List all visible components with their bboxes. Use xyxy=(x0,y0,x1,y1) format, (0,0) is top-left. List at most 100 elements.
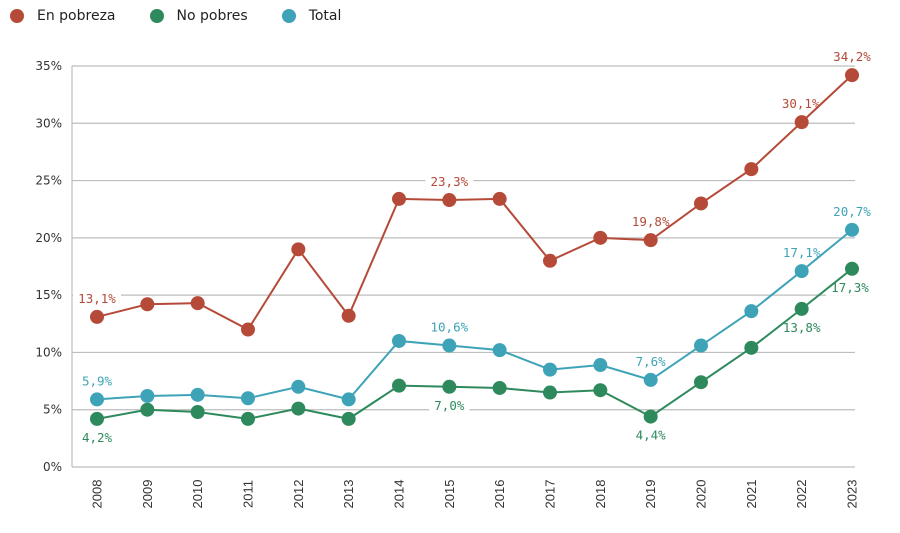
data-point-en-pobreza xyxy=(845,68,859,83)
data-point-en-pobreza xyxy=(341,308,356,323)
data-label-background xyxy=(828,50,876,66)
data-label: 10,6% xyxy=(431,320,469,335)
legend-label: No pobres xyxy=(176,8,248,24)
x-tick-label: 2018 xyxy=(593,480,608,509)
data-label-background xyxy=(777,246,826,262)
data-labels: 13,1% 23,3% 19,8% 30,1% 34,2% 5,9% 10,6% 7,6% 17… xyxy=(78,49,871,445)
data-point-total xyxy=(794,264,809,279)
data-point-en-pobreza xyxy=(140,297,155,312)
data-label: 23,3% xyxy=(431,174,469,189)
data-point-no-pobres xyxy=(341,411,356,426)
data-point-no-pobres xyxy=(744,340,759,355)
legend-item-en-pobreza[interactable]: En pobreza xyxy=(10,8,116,24)
data-point-en-pobreza xyxy=(794,115,809,130)
x-tick-label: 2020 xyxy=(694,480,709,509)
data-point-en-pobreza xyxy=(492,191,507,206)
data-point-en-pobreza xyxy=(543,253,557,268)
x-tick-label: 2021 xyxy=(744,480,759,509)
data-point-total xyxy=(140,388,155,403)
x-tick-label: 2015 xyxy=(442,480,457,509)
x-tick-label: 2009 xyxy=(140,480,155,509)
data-label-background xyxy=(630,428,671,444)
data-point-en-pobreza xyxy=(643,233,658,248)
data-label-background xyxy=(826,280,874,296)
data-point-no-pobres xyxy=(492,380,507,395)
legend-marker-total xyxy=(281,9,296,23)
data-point-total xyxy=(845,222,859,237)
y-tick-label: 15% xyxy=(35,288,62,302)
data-point-no-pobres xyxy=(794,301,809,316)
legend-marker-no-pobres xyxy=(149,9,164,23)
legend-label: En pobreza xyxy=(37,8,116,24)
data-label: 17,3% xyxy=(831,280,869,295)
data-point-no-pobres xyxy=(643,409,658,424)
series-line-total xyxy=(96,229,853,401)
x-tick-label: 2016 xyxy=(492,480,507,509)
data-label: 4,2% xyxy=(82,430,113,445)
y-axis-ticks: 0% 5% 10% 15% 20% 25% 30% 35% xyxy=(35,59,62,474)
data-label-background xyxy=(425,320,474,336)
legend-label: Total xyxy=(308,8,342,24)
x-tick-label: 2013 xyxy=(341,480,356,509)
data-label-background xyxy=(776,97,825,113)
x-tick-label: 2014 xyxy=(392,480,407,509)
data-point-total xyxy=(90,392,104,407)
data-label: 13,1% xyxy=(78,291,116,306)
data-point-no-pobres xyxy=(392,378,406,393)
x-tick-label: 2008 xyxy=(90,480,105,509)
data-label-background xyxy=(429,398,470,414)
series-line-en-pobreza xyxy=(96,74,853,331)
axes xyxy=(71,66,855,468)
chart-legend: En pobreza No pobres Total xyxy=(10,4,375,28)
data-point-total xyxy=(643,372,658,387)
data-label-background xyxy=(425,175,474,191)
x-tick-label: 2023 xyxy=(845,480,860,509)
data-label-background xyxy=(73,291,121,307)
data-point-no-pobres xyxy=(593,383,608,398)
data-point-no-pobres xyxy=(543,385,557,400)
y-tick-label: 35% xyxy=(35,59,62,73)
data-point-no-pobres xyxy=(291,401,306,416)
data-point-total xyxy=(593,358,608,373)
x-tick-label: 2010 xyxy=(190,480,205,509)
data-label: 30,1% xyxy=(782,96,820,111)
y-tick-label: 20% xyxy=(35,231,62,245)
data-point-total xyxy=(241,391,255,406)
data-label: 17,1% xyxy=(783,245,821,260)
data-point-en-pobreza xyxy=(442,193,457,208)
data-point-no-pobres xyxy=(90,411,104,426)
y-tick-label: 30% xyxy=(35,116,62,130)
data-label-background xyxy=(626,215,675,231)
data-point-total xyxy=(694,338,708,353)
legend-marker-en-pobreza xyxy=(10,9,24,23)
data-point-en-pobreza xyxy=(694,196,708,211)
data-point-no-pobres xyxy=(845,261,859,276)
data-label: 34,2% xyxy=(833,49,871,64)
data-label-background xyxy=(828,204,876,220)
data-point-en-pobreza xyxy=(744,162,759,177)
data-label-background xyxy=(76,430,118,446)
legend-item-total[interactable]: Total xyxy=(281,8,342,24)
x-tick-label: 2011 xyxy=(241,480,256,508)
x-tick-label: 2012 xyxy=(291,480,306,509)
data-point-en-pobreza xyxy=(392,191,406,206)
data-point-no-pobres xyxy=(140,402,155,417)
data-label-background xyxy=(76,374,118,390)
series-group xyxy=(90,68,859,426)
data-point-no-pobres xyxy=(694,375,708,390)
data-point-no-pobres xyxy=(190,405,205,420)
data-point-total xyxy=(744,304,759,319)
data-point-no-pobres xyxy=(241,411,255,426)
data-point-en-pobreza xyxy=(90,309,104,324)
data-label: 5,9% xyxy=(82,373,113,388)
data-point-en-pobreza xyxy=(190,296,205,311)
data-point-no-pobres xyxy=(442,379,457,394)
data-label-background xyxy=(777,320,826,336)
data-point-total xyxy=(392,333,406,348)
legend-item-no-pobres[interactable]: No pobres xyxy=(149,8,248,24)
x-tick-label: 2019 xyxy=(643,480,658,509)
data-label: 7,6% xyxy=(636,354,667,369)
y-tick-label: 10% xyxy=(35,345,62,359)
series-line-no-pobres xyxy=(96,268,853,420)
